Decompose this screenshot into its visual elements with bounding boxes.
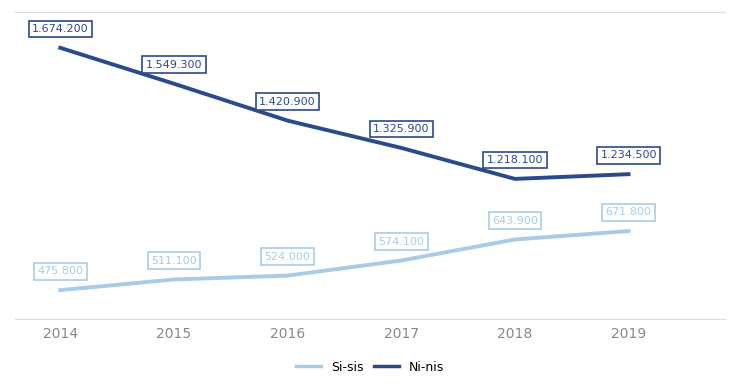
Text: 1.674.200: 1.674.200 bbox=[32, 24, 89, 34]
Text: 1.325.900: 1.325.900 bbox=[373, 124, 429, 134]
Text: 1.420.900: 1.420.900 bbox=[259, 97, 316, 107]
Text: 524.000: 524.000 bbox=[265, 252, 311, 262]
Text: 1.549.300: 1.549.300 bbox=[146, 60, 202, 70]
Legend: Si-sis, Ni-nis: Si-sis, Ni-nis bbox=[291, 356, 449, 379]
Text: 1.218.100: 1.218.100 bbox=[487, 155, 543, 165]
Text: 1.234.500: 1.234.500 bbox=[600, 150, 657, 160]
Text: 574.100: 574.100 bbox=[378, 237, 424, 247]
Text: 475.800: 475.800 bbox=[37, 266, 84, 276]
Text: 643.900: 643.900 bbox=[492, 216, 538, 226]
Text: 511.100: 511.100 bbox=[151, 256, 197, 266]
Text: 671.800: 671.800 bbox=[605, 207, 651, 217]
